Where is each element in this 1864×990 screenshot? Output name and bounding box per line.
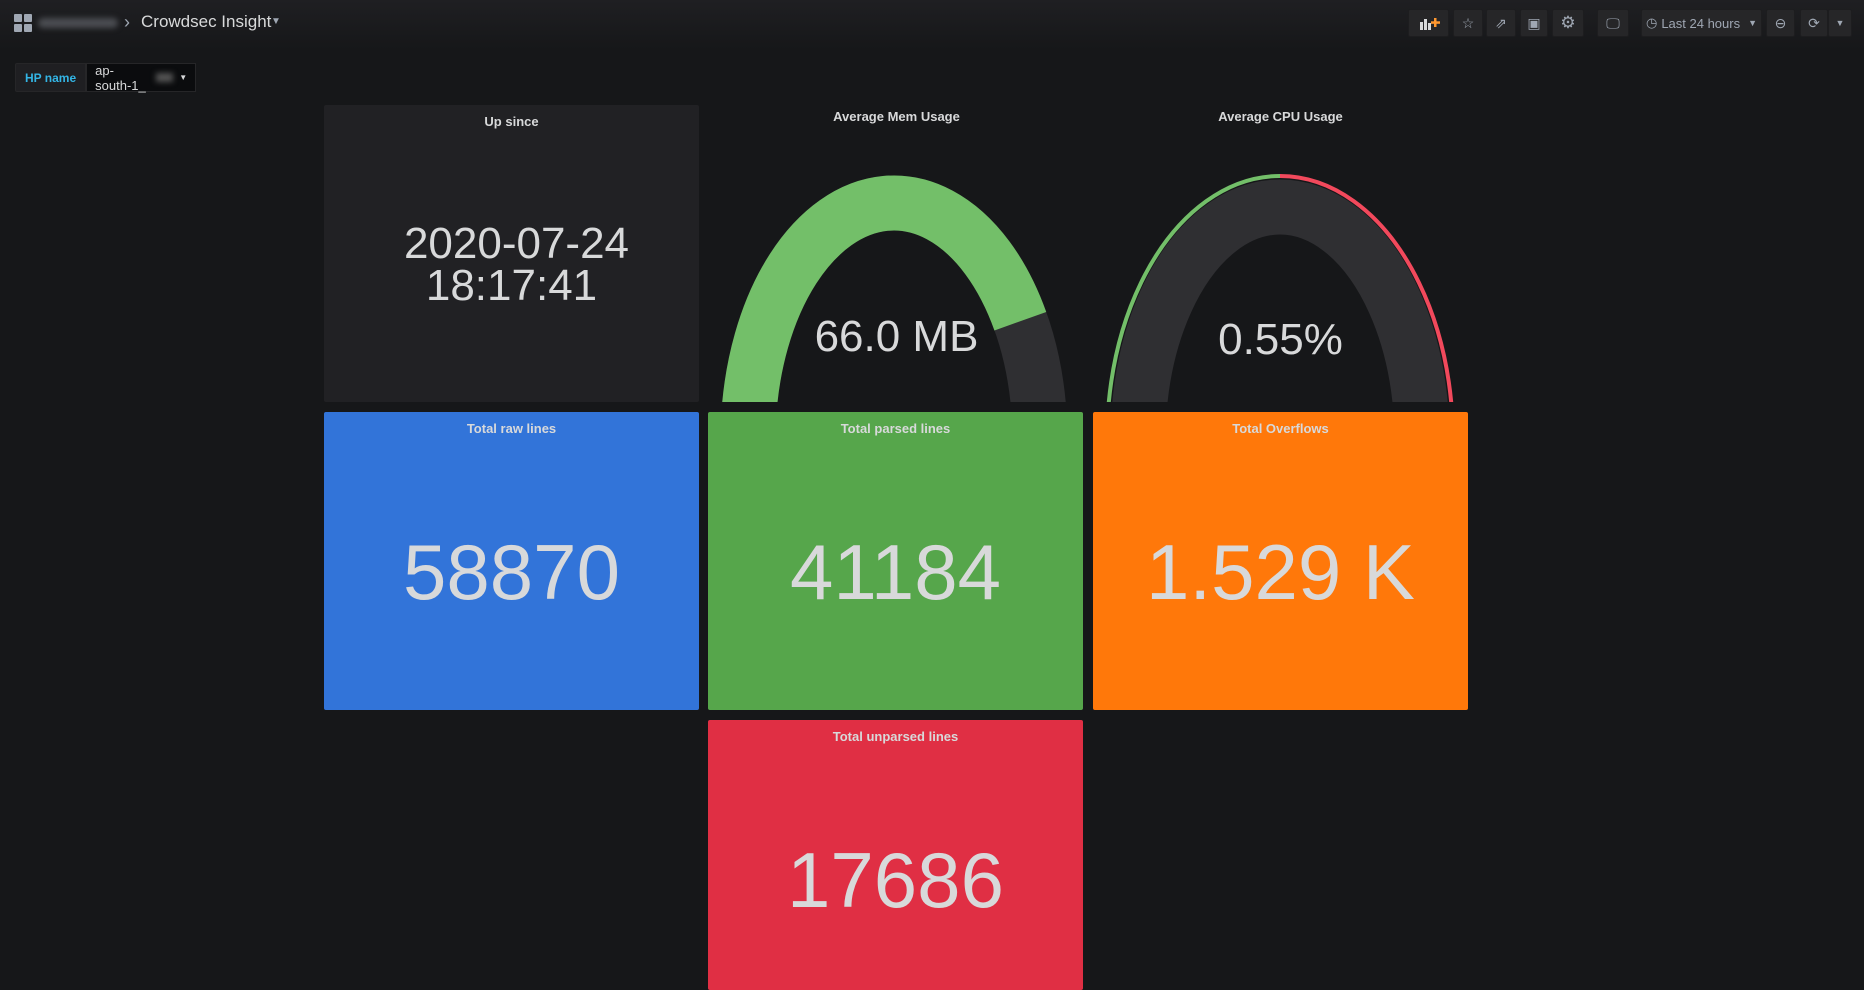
panel-avg-cpu: Average CPU Usage 0.55%: [1093, 105, 1468, 402]
panel-title: Total unparsed lines: [832, 729, 959, 744]
threshold-band-green: [1106, 174, 1281, 402]
refresh-interval-dropdown[interactable]: ▼: [1828, 9, 1852, 37]
gauge-track: [1112, 179, 1448, 402]
up-since-time: 18:17:41: [425, 261, 598, 310]
panel-title: Total Overflows: [1232, 421, 1329, 436]
panel-up-since: Up since 2020-07-24 18:17:41: [324, 105, 699, 402]
cpu-value: 0.55%: [1218, 315, 1343, 364]
save-button[interactable]: ▣: [1520, 9, 1548, 37]
share-button[interactable]: ⇗: [1486, 9, 1516, 37]
gauge-fill: [722, 175, 1047, 402]
stat-value: 41184: [789, 528, 1002, 616]
variable-select[interactable]: ap-south-1_ ▼: [86, 62, 197, 93]
time-range-label: Last 24 hours: [1661, 15, 1741, 31]
panel-title: Total raw lines: [466, 421, 557, 436]
add-panel-icon: [1419, 18, 1440, 30]
variable-label: HP name: [15, 63, 87, 92]
stat-value: 17686: [787, 836, 1004, 924]
refresh-icon: ⟳: [1808, 14, 1820, 31]
cpu-gauge: [1106, 174, 1454, 402]
share-icon: ⇗: [1495, 14, 1507, 31]
stat-value: 1.529 K: [1146, 528, 1415, 616]
panel-title: Up since: [484, 114, 539, 129]
clock-icon: ◷: [1645, 15, 1658, 30]
zoom-out-button[interactable]: ⊖: [1766, 9, 1795, 37]
add-panel-button[interactable]: [1408, 9, 1449, 37]
up-since-date: 2020-07-24: [403, 219, 630, 268]
dashboard-title[interactable]: Crowdsec Insight: [141, 12, 272, 31]
caret-down-icon: ▼: [179, 73, 188, 82]
save-icon: ▣: [1527, 14, 1541, 31]
star-icon: ☆: [1461, 14, 1475, 31]
panel-title: Average Mem Usage: [833, 109, 960, 124]
variable-value: ap-south-1_: [95, 62, 146, 93]
tv-mode-button[interactable]: 🖵: [1597, 9, 1629, 37]
panel-total-unparsed-lines: Total unparsed lines 17686: [708, 720, 1083, 990]
dashboards-grid-icon[interactable]: [14, 14, 32, 32]
mem-value: 66.0 MB: [814, 312, 979, 361]
panel-total-overflows: Total Overflows 1.529 K: [1093, 412, 1468, 710]
panel-total-parsed-lines: Total parsed lines 41184: [708, 412, 1083, 710]
star-button[interactable]: ☆: [1453, 9, 1483, 37]
time-range-picker[interactable]: ◷ Last 24 hours ▼: [1641, 9, 1762, 37]
panel-avg-mem: Average Mem Usage 66.0 MB: [709, 105, 1084, 402]
top-navbar: › Crowdsec Insight ▼ ☆ ⇗ ▣ ⚙ 🖵 ◷ Last 24…: [0, 0, 1864, 50]
panel-title: Total parsed lines: [840, 421, 951, 436]
folder-name-redacted[interactable]: [38, 18, 118, 28]
threshold-band-red: [1279, 174, 1454, 402]
panel-total-raw-lines: Total raw lines 58870: [324, 412, 699, 710]
caret-down-icon[interactable]: ▼: [271, 16, 281, 27]
variable-hp-name: HP name ap-south-1_ ▼: [15, 62, 197, 93]
settings-button[interactable]: ⚙: [1552, 9, 1584, 37]
mem-gauge: [722, 175, 1066, 402]
panel-title: Average CPU Usage: [1218, 109, 1343, 124]
monitor-icon: 🖵: [1606, 14, 1620, 31]
gear-icon: ⚙: [1560, 13, 1576, 32]
refresh-button[interactable]: ⟳: [1800, 9, 1828, 37]
stat-value: 58870: [403, 528, 620, 616]
caret-down-icon: ▼: [1748, 18, 1758, 28]
chevron-right-icon: ›: [124, 12, 130, 32]
caret-down-icon: ▼: [1835, 18, 1845, 28]
zoom-out-icon: ⊖: [1774, 14, 1787, 31]
